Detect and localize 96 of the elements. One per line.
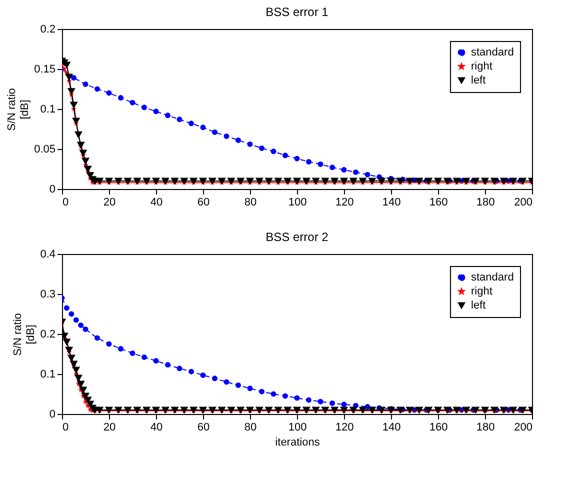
point: [247, 141, 253, 147]
point: [318, 398, 324, 404]
legend-label: right: [471, 286, 492, 298]
y-tick-label: 0.1: [40, 368, 56, 380]
point: [130, 350, 136, 356]
point: [176, 116, 182, 122]
point: [73, 317, 79, 323]
x-tick-label: 100: [288, 422, 307, 434]
point: [188, 120, 194, 126]
y-tick-label: 0.2: [40, 328, 56, 340]
x-axis-title: iterations: [275, 436, 320, 448]
x-tick-label: 180: [476, 422, 495, 434]
point: [106, 341, 112, 347]
y-tick-label: 0.4: [40, 248, 56, 260]
x-tick-label: 120: [335, 422, 354, 434]
point: [106, 90, 112, 96]
x-tick-label: 80: [244, 422, 257, 434]
point: [341, 402, 347, 408]
x-tick-label: 140: [382, 422, 401, 434]
chart-title: BSS error 1: [266, 5, 329, 19]
x-tick-label: 40: [150, 422, 163, 434]
point: [153, 358, 159, 364]
y-tick-label: 0.15: [34, 64, 56, 76]
point: [118, 95, 124, 101]
x-tick-label: 20: [103, 422, 116, 434]
point: [270, 148, 276, 154]
point: [224, 379, 230, 385]
x-tick-label: 140: [382, 196, 401, 208]
chart-title: BSS error 2: [266, 230, 329, 244]
point: [82, 326, 88, 332]
point: [82, 81, 88, 87]
x-tick-label: 160: [429, 196, 448, 208]
legend-label: left: [471, 300, 486, 312]
point: [188, 368, 194, 374]
point: [247, 386, 253, 392]
point: [259, 145, 264, 151]
point: [294, 395, 300, 401]
x-tick-label: 60: [197, 196, 210, 208]
legend-label: standard: [471, 46, 514, 58]
point: [306, 159, 312, 165]
point: [78, 322, 84, 328]
x-tick-label: 200: [514, 422, 532, 434]
x-tick-label: 180: [476, 196, 495, 208]
point: [176, 366, 182, 372]
point: [364, 172, 370, 178]
point: [64, 305, 70, 311]
x-tick-label: 20: [103, 196, 116, 208]
point: [236, 137, 241, 143]
point: [153, 108, 159, 114]
y-tick-label: 0.3: [40, 288, 56, 300]
point: [353, 169, 358, 175]
y-axis-title: S/N ratio [dB]: [12, 313, 38, 356]
legend-label: standard: [471, 272, 514, 284]
point: [200, 372, 206, 378]
point: [94, 86, 100, 92]
point: [282, 152, 288, 158]
point: [294, 156, 300, 162]
legend-label: left: [471, 74, 486, 86]
point: [212, 376, 218, 382]
point: [200, 124, 206, 130]
y-tick-label: 0.2: [40, 24, 56, 36]
point: [224, 133, 230, 139]
x-tick-label: 40: [150, 196, 163, 208]
x-tick-label: 200: [514, 196, 532, 208]
point: [259, 388, 264, 394]
point: [68, 311, 74, 317]
x-tick-label: 120: [335, 196, 354, 208]
y-tick-label: 0: [49, 408, 56, 420]
y-tick-label: 0.05: [34, 144, 56, 156]
x-tick-label: 0: [62, 196, 69, 208]
legend-label: right: [471, 60, 492, 72]
y-tick-label: 0: [49, 184, 56, 196]
point: [282, 393, 288, 399]
point: [318, 161, 324, 167]
x-tick-label: 160: [429, 422, 448, 434]
point: [270, 391, 276, 397]
point: [130, 100, 136, 106]
x-tick-label: 100: [288, 196, 307, 208]
point: [236, 382, 241, 388]
point: [306, 397, 312, 403]
point: [212, 129, 218, 135]
point: [71, 75, 76, 81]
x-tick-label: 60: [197, 422, 210, 434]
point: [341, 167, 347, 173]
x-tick-label: 80: [244, 196, 257, 208]
point: [142, 104, 147, 110]
point: [330, 400, 335, 406]
y-axis-title: S/N ratio [dB]: [6, 88, 32, 131]
point: [330, 164, 335, 170]
point: [142, 354, 147, 360]
point: [165, 362, 170, 368]
x-tick-label: 0: [62, 422, 69, 434]
y-tick-label: 0.1: [40, 104, 56, 116]
point: [165, 112, 170, 118]
point: [118, 346, 124, 352]
point: [94, 335, 100, 341]
